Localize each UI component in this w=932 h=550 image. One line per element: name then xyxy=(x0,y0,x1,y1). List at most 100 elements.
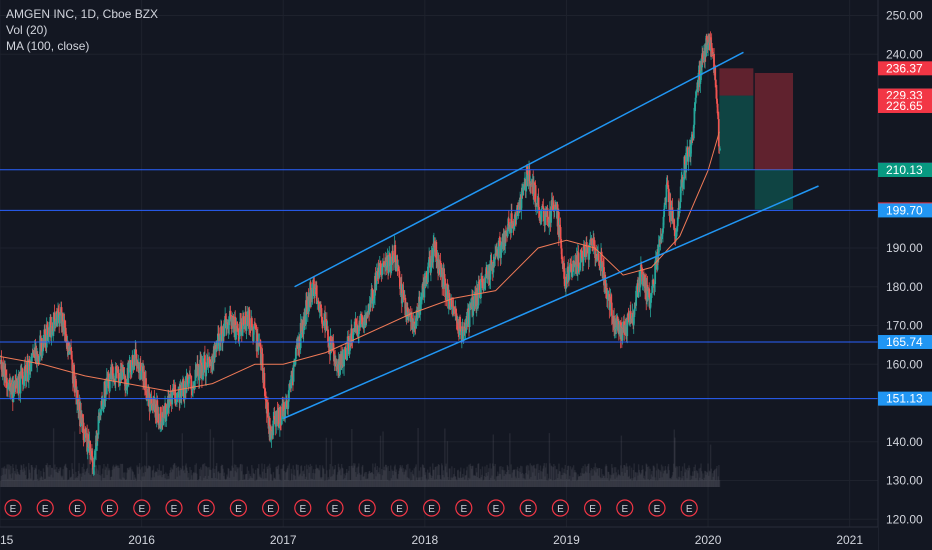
volume-bar xyxy=(327,477,329,487)
candle-body xyxy=(609,307,611,310)
moving-average-label[interactable]: MA (100, close) xyxy=(6,39,90,53)
volume-bar xyxy=(431,476,433,487)
candle-body xyxy=(661,228,664,234)
volume-bar xyxy=(42,468,45,487)
volume-bar xyxy=(409,480,412,487)
volume-bar xyxy=(339,468,342,487)
volume-bar xyxy=(658,478,661,487)
candle-body xyxy=(676,217,679,227)
volume-bar xyxy=(270,474,273,487)
candle-body xyxy=(196,363,199,377)
candle-body xyxy=(517,212,520,214)
volume-bar xyxy=(451,478,454,487)
volume-bar xyxy=(615,472,617,487)
volume-bar xyxy=(700,463,702,487)
candle-body xyxy=(481,282,484,285)
volume-bar xyxy=(320,478,322,487)
volume-bar xyxy=(525,472,527,487)
volume-bar xyxy=(558,471,561,487)
volume-bar xyxy=(583,473,586,487)
volume-bar xyxy=(336,474,338,487)
earnings-marker-label: E xyxy=(42,504,49,515)
volume-bar xyxy=(261,463,263,487)
candle-body xyxy=(443,274,446,279)
volume-bar xyxy=(488,479,491,487)
candle-body xyxy=(205,369,207,377)
volume-bar xyxy=(144,465,146,487)
volume-bar xyxy=(483,475,486,487)
volume-bar xyxy=(687,470,690,487)
candle-body xyxy=(102,403,105,405)
candle-body xyxy=(284,401,287,410)
volume-bar xyxy=(93,469,96,487)
candle-body xyxy=(139,362,142,380)
volume-bar xyxy=(613,473,615,487)
candle-body xyxy=(115,366,118,369)
volume-bar xyxy=(520,465,522,487)
volume-bar xyxy=(115,464,117,487)
volume-bar xyxy=(99,465,101,487)
volume-bar xyxy=(49,476,51,487)
candle-body xyxy=(36,354,39,365)
candle-body xyxy=(455,308,457,314)
volume-bar xyxy=(208,467,210,487)
volume-bar xyxy=(684,472,686,487)
volume-bar xyxy=(18,474,20,487)
volume-bar xyxy=(393,470,395,487)
candle-body xyxy=(314,287,316,297)
volume-bar xyxy=(695,478,697,487)
volume-bar xyxy=(47,476,50,487)
candle-body xyxy=(232,316,235,329)
candle-body xyxy=(695,91,698,98)
candle-body xyxy=(305,300,307,325)
candle-body xyxy=(433,241,436,248)
volume-bar xyxy=(701,479,704,487)
volume-bar xyxy=(91,463,93,487)
candle-body xyxy=(481,275,483,283)
candle-body xyxy=(446,283,448,300)
candle-body xyxy=(30,361,33,367)
volume-bar xyxy=(310,465,313,487)
volume-bar xyxy=(709,444,712,487)
candle-body xyxy=(527,174,530,181)
earnings-marker-label: E xyxy=(589,504,596,515)
volume-bar xyxy=(81,467,83,487)
candle-body xyxy=(676,226,679,230)
volume-bar xyxy=(707,475,710,487)
volume-bar xyxy=(468,464,470,487)
volume-bar xyxy=(35,468,37,487)
volume-bar xyxy=(339,470,341,487)
volume-bar xyxy=(318,470,321,487)
candle-body xyxy=(363,315,366,329)
candle-body xyxy=(373,295,376,299)
volume-bar xyxy=(200,467,202,487)
candle-body xyxy=(476,287,479,307)
symbol-title[interactable]: AMGEN INC, 1D, Cboe BZX xyxy=(6,7,159,21)
volume-bar xyxy=(291,480,294,487)
candle-body xyxy=(492,261,495,273)
candle-body xyxy=(101,404,104,407)
volume-bar xyxy=(248,478,250,487)
volume-bar xyxy=(235,472,238,487)
volume-bar xyxy=(411,480,413,487)
volume-bar xyxy=(513,469,516,487)
candle-body xyxy=(0,359,3,370)
candle-body xyxy=(595,254,598,260)
volume-indicator-label[interactable]: Vol (20) xyxy=(6,23,48,37)
volume-bar xyxy=(465,470,468,487)
candle-body xyxy=(140,371,143,380)
candle-body xyxy=(393,255,395,262)
volume-bar xyxy=(359,474,361,487)
candle-body xyxy=(224,316,227,319)
candle-body xyxy=(98,414,101,418)
volume-bar xyxy=(642,478,645,487)
volume-bar xyxy=(398,468,401,487)
volume-bar xyxy=(134,477,136,487)
volume-bar xyxy=(234,470,236,487)
volume-bar xyxy=(332,466,334,487)
candle-body xyxy=(183,383,186,400)
candle-body xyxy=(464,328,467,333)
candle-body xyxy=(705,35,708,57)
candle-body xyxy=(515,214,518,220)
